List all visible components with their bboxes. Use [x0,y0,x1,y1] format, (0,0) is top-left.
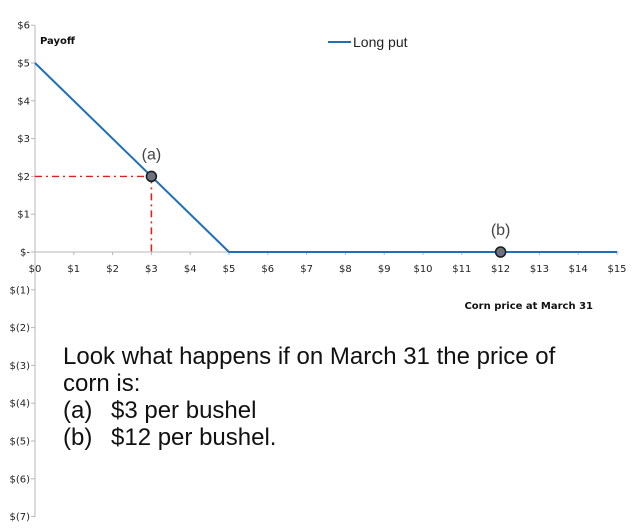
y-tick-label: $(1) [9,285,30,296]
highlight-point-label-b: (b) [491,222,511,239]
y-tick-label: $- [20,248,30,259]
x-tick-label: $4 [184,264,197,275]
option-b-text: $12 per bushel. [111,424,277,451]
y-tick-label: $6 [17,21,30,32]
x-tick-label: $2 [106,264,119,275]
y-tick-label: $5 [17,59,30,70]
y-tick-label: $(6) [9,474,30,485]
x-tick-label: $5 [223,264,236,275]
question-line-1: Look what happens if on March 31 the pri… [63,343,556,370]
y-tick-label: $(3) [9,361,30,372]
legend-label: Long put [353,34,408,50]
y-tick-label: $(4) [9,399,30,410]
x-tick-label: $12 [491,264,510,275]
y-tick-label: $(5) [9,437,30,448]
y-axis-title: Payoff [40,36,76,47]
highlight-point-label-a: (a) [142,146,162,163]
x-tick-label: $10 [413,264,432,275]
series-layer [34,62,617,253]
y-tick-label: $4 [17,96,30,107]
x-tick-label: $11 [452,264,471,275]
x-axis-title: Corn price at March 31 [464,301,593,312]
x-tick-label: $13 [530,264,549,275]
question-text: Look what happens if on March 31 the pri… [63,343,638,451]
x-tick-label: $1 [67,264,80,275]
question-line-2: corn is: [63,370,141,397]
tick-labels: $6 $5 $4 $3 $2 $1 $- $(1) $(2) $(3) $(4) $(5) $(6) $(… [9,21,626,523]
y-tick-label: $(2) [9,323,30,334]
x-tick-label: $6 [261,264,274,275]
highlight-point-a [145,170,158,183]
x-tick-label: $7 [300,264,313,275]
option-a: (a) $3 per bushel [63,397,638,424]
option-a-text: $3 per bushel [111,397,257,424]
y-tick-label: $(7) [9,512,30,523]
x-tick-label: $8 [339,264,352,275]
series-line-long-put [34,62,617,253]
x-tick-label: $15 [607,264,626,275]
highlighted-points: (a) (b) [142,146,511,258]
y-tick-label: $3 [17,134,30,145]
highlight-point-b [494,246,507,258]
guide-lines [35,175,153,252]
x-tick-label: $3 [145,264,158,275]
x-tick-label: $9 [378,264,391,275]
option-a-marker: (a) [63,397,93,424]
option-b: (b) $12 per bushel. [63,424,638,451]
y-tick-label: $1 [17,210,30,221]
option-b-marker: (b) [63,424,93,451]
x-tick-label: $0 [29,264,42,275]
legend: Long put [328,34,408,50]
y-tick-label: $2 [17,172,30,183]
x-tick-label: $14 [569,264,588,275]
